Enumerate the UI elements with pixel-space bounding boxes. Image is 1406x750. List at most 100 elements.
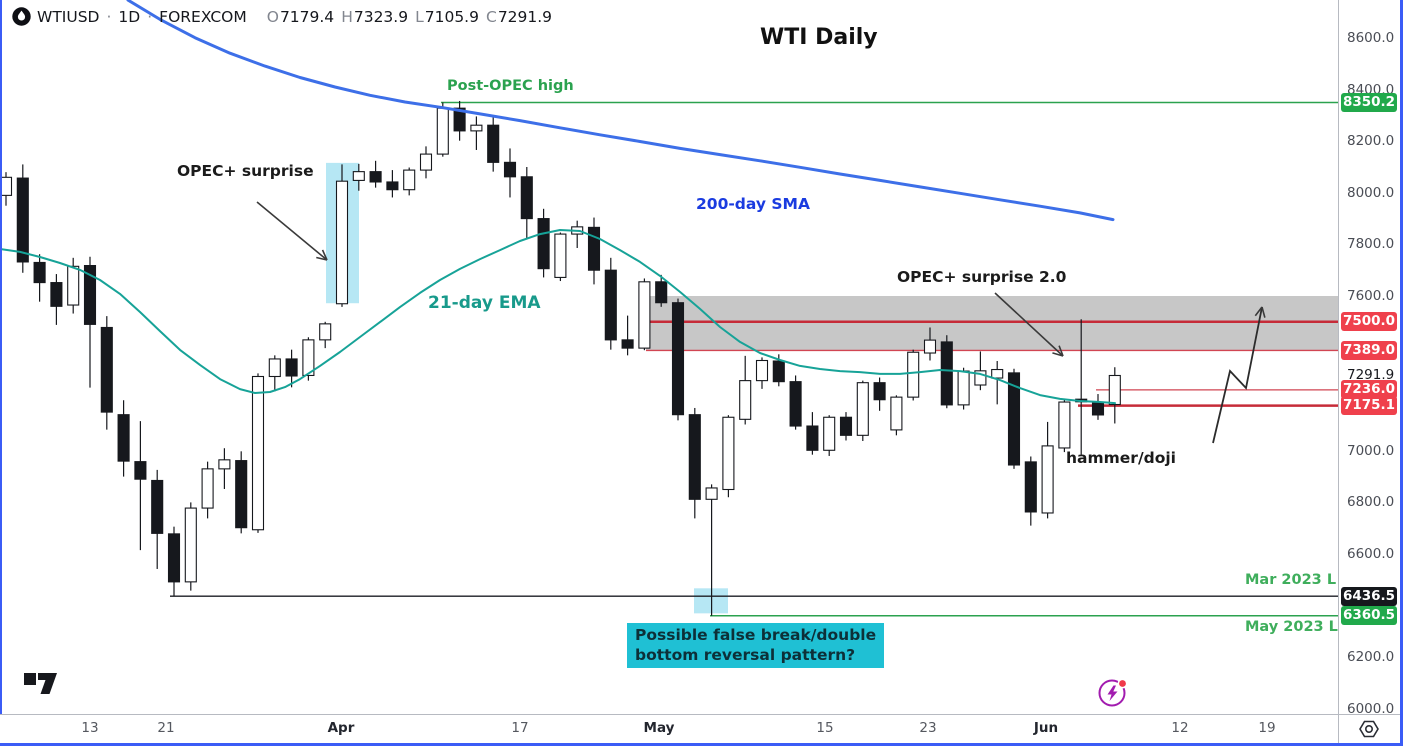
price-axis-tick: 6600.0 (1347, 546, 1395, 562)
candle-body (705, 487, 718, 500)
time-axis-tick-23: 23 (919, 720, 937, 736)
candle-body (991, 368, 1004, 379)
candle-body (470, 124, 483, 132)
time-axis-tick-17: 17 (511, 720, 529, 736)
label-200-day-sma[interactable]: 200-day SMA (696, 195, 810, 213)
candle-body (923, 339, 937, 354)
candle-body (823, 416, 836, 451)
annotation-arrow-opec-2-head (1058, 345, 1064, 357)
candle-body (671, 302, 685, 416)
price-badge-6436.5[interactable]: 6436.5 (1341, 586, 1397, 606)
symbol-header[interactable]: WTIUSD · 1D · FOREXCOM O7179.4 H7323.9 L… (12, 7, 552, 26)
annotation-arrow-opec-1[interactable] (256, 201, 328, 261)
time-axis-tick-15: 15 (816, 720, 834, 736)
candle-body (235, 460, 248, 529)
exchange-name[interactable]: FOREXCOM (159, 7, 247, 26)
candle-body (1007, 372, 1021, 466)
price-badge-6360.5[interactable]: 6360.5 (1341, 606, 1397, 626)
ideas-stream-icon[interactable] (1096, 676, 1130, 714)
price-badge-8350.2[interactable]: 8350.2 (1341, 92, 1397, 112)
candle-body (772, 360, 785, 383)
price-badge-7389.0[interactable]: 7389.0 (1341, 340, 1397, 360)
annotation-opec-surprise[interactable]: OPEC+ surprise (177, 162, 314, 180)
ohlc-readout: O7179.4 H7323.9 L7105.9 C7291.9 (267, 8, 552, 26)
close-key: C (485, 7, 497, 26)
candle-body (755, 359, 769, 382)
candle-body (268, 358, 281, 378)
candle-body (587, 226, 601, 271)
candle-body (151, 479, 164, 534)
candle-body (251, 375, 265, 531)
candle-body (621, 339, 634, 349)
candlestick-plot (0, 0, 1338, 617)
callout-line-2: bottom reversal pattern? (635, 646, 856, 664)
candle-body (218, 459, 231, 470)
candle-body (839, 416, 853, 436)
zigzag-projection-arrow[interactable] (1212, 306, 1263, 444)
notification-dot (1119, 680, 1126, 687)
candle-body (655, 281, 668, 304)
label-post-opec-high[interactable]: Post-OPEC high (447, 78, 574, 94)
annotation-arrow-opec-2-head (1052, 352, 1064, 357)
candle-body (184, 507, 197, 583)
frame-border-left (0, 0, 2, 746)
candle-body (117, 414, 130, 462)
price-axis[interactable]: 8600.0 8400.0 8200.0 8000.0 7800.0 7600.0 7291… (1338, 0, 1400, 742)
candle-body (604, 269, 617, 341)
candle-body (1091, 402, 1105, 416)
candle-body (974, 370, 987, 386)
price-badge-7500.0[interactable]: 7500.0 (1341, 312, 1397, 332)
resistance-band[interactable] (646, 296, 1338, 351)
candle-body (520, 176, 533, 220)
candle-body (688, 414, 701, 500)
label-may-2023-low[interactable]: May 2023 L (1245, 619, 1338, 635)
candle-body (167, 533, 181, 583)
tradingview-logo[interactable] (24, 670, 60, 700)
time-axis[interactable]: 13 21 Apr 17 May 15 23 Jun 12 19 (0, 714, 1338, 743)
candle-body (1041, 445, 1054, 514)
candle-body (369, 171, 382, 183)
high-key: H (341, 7, 353, 26)
candle-body (554, 233, 567, 278)
candle-body (386, 181, 399, 191)
callout-false-break-note[interactable]: Possible false break/double bottom rever… (627, 623, 885, 668)
candle-body (419, 153, 433, 171)
candle-body (302, 339, 315, 377)
candle-body (487, 124, 500, 163)
symbol-name[interactable]: WTIUSD (37, 7, 100, 26)
price-axis-tick: 7800.0 (1347, 236, 1395, 253)
candle-body (856, 382, 869, 436)
annotation-opec-surprise-2[interactable]: OPEC+ surprise 2.0 (897, 268, 1067, 286)
candle-body (201, 468, 214, 509)
candle-body (873, 382, 886, 401)
price-badge-7175.1[interactable]: 7175.1 (1341, 396, 1397, 416)
candle-body (806, 425, 819, 451)
candle-body (134, 461, 147, 480)
low-value: 7105.9 (424, 7, 479, 26)
candle-body (722, 416, 735, 491)
annotation-arrow-opec-2[interactable] (994, 292, 1064, 357)
frame-border-right (1399, 0, 1403, 746)
open-key: O (266, 7, 279, 26)
time-axis-tick-Jun: Jun (1033, 720, 1059, 736)
label-mar-2023-low[interactable]: Mar 2023 L (1245, 572, 1337, 588)
price-badge-7236.0[interactable]: 7236.0 (1341, 380, 1397, 400)
price-axis-tick: 7000.0 (1347, 442, 1395, 459)
price-scale-eye-icon[interactable] (1339, 715, 1400, 743)
interval-value[interactable]: 1D (118, 7, 141, 26)
candle-body (33, 261, 46, 284)
candle-body (83, 265, 97, 325)
label-21-day-ema[interactable]: 21-day EMA (428, 293, 541, 313)
separator-dot: · (147, 7, 153, 26)
candle-body (50, 282, 63, 307)
annotation-hammer-doji[interactable]: hammer/doji (1066, 449, 1176, 467)
price-axis-tick: 6000.0 (1347, 700, 1395, 717)
open-value: 7179.4 (279, 7, 335, 26)
time-axis-tick-21: 21 (157, 720, 175, 736)
price-axis-tick: 6200.0 (1347, 649, 1395, 666)
axis-settings-cell[interactable] (1338, 714, 1400, 743)
annotation-arrow-opec-1-head (316, 256, 328, 261)
chart-canvas[interactable] (0, 0, 1338, 714)
candle-body (335, 180, 349, 305)
